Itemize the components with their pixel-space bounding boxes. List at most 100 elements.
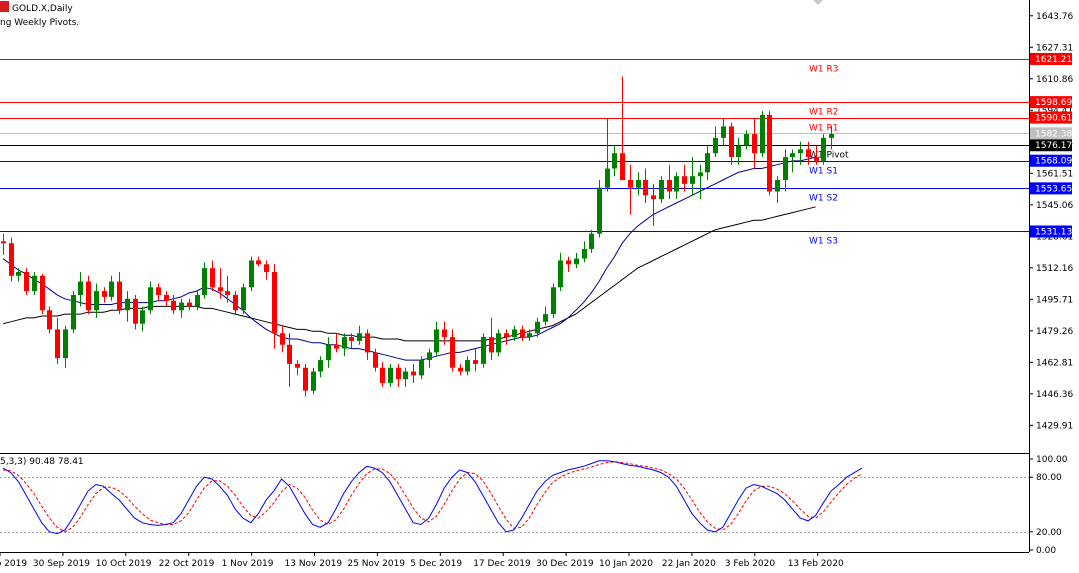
- candle-body: [71, 294, 76, 330]
- osc-tick-label: 100.00: [1036, 455, 1068, 465]
- price-tags: 1621.21 1598.69 1590.61 1576.17 1568.09 1553.…: [1030, 52, 1072, 238]
- candle-body: [117, 281, 122, 311]
- price-tick-label: 1561.51: [1036, 169, 1073, 179]
- candle-body: [78, 281, 83, 295]
- price-tag-label: 1590.61: [1035, 114, 1072, 124]
- sma-fast-line: [2, 156, 816, 361]
- candle-body: [94, 291, 99, 311]
- candle-body: [47, 310, 52, 330]
- candle-body: [411, 371, 416, 376]
- candle-body: [9, 243, 14, 276]
- candle-body: [195, 294, 200, 307]
- pivot-label: W1 R2: [809, 108, 838, 118]
- pivot-label: W1 S3: [809, 237, 838, 247]
- osc-tick-label: 80.00: [1036, 473, 1062, 483]
- candle-body: [233, 294, 238, 311]
- candle-body: [365, 333, 370, 353]
- candle-body: [481, 337, 486, 364]
- candle-body: [218, 287, 223, 292]
- stoch-main-line: [2, 460, 863, 535]
- candle-body: [496, 333, 501, 353]
- candle-body: [690, 176, 695, 184]
- candle-body: [798, 149, 803, 154]
- candle-body: [651, 195, 656, 200]
- candle-body: [272, 271, 277, 334]
- price-tag: [1030, 52, 1072, 65]
- candle-body: [55, 329, 60, 359]
- candle-body: [605, 168, 610, 188]
- current-price-label: 1582.38: [1035, 129, 1072, 139]
- candle-body: [721, 126, 726, 138]
- candle-body: [256, 260, 261, 265]
- price-tag-label: 1621.21: [1035, 55, 1072, 65]
- price-tag-label: 1598.69: [1035, 98, 1072, 108]
- candle-body: [698, 172, 703, 177]
- candle-body: [551, 287, 556, 315]
- time-tick-label: 22 Oct 2019: [159, 559, 215, 569]
- candle-body: [24, 271, 29, 292]
- pivot-label: W1 S2: [809, 194, 838, 204]
- time-tick-label: 20 Sep 2019: [0, 559, 27, 569]
- candle-body: [450, 337, 455, 368]
- price-tick-label: 1594.41: [1036, 106, 1073, 116]
- candle-body: [164, 294, 169, 301]
- pivot-label: W1 Pivot: [809, 151, 849, 161]
- candle-body: [520, 329, 525, 338]
- candle-body: [473, 360, 478, 364]
- candle-body: [806, 149, 811, 158]
- sma-slow-line: [2, 206, 816, 342]
- time-axis-labels: 20 Sep 2019 30 Sep 2019 10 Oct 2019 22 Oct …: [0, 552, 844, 569]
- osc-tick-label: 20.00: [1036, 528, 1062, 538]
- candle-body: [612, 153, 617, 169]
- candle-body: [527, 333, 532, 338]
- symbol-title: GOLD.X,Daily: [12, 4, 73, 14]
- price-panel[interactable]: [0, 0, 1029, 452]
- candle-body: [682, 176, 687, 184]
- shift-marker-icon[interactable]: [813, 0, 823, 5]
- candle-body: [32, 275, 37, 292]
- candle-body: [171, 300, 176, 311]
- price-tag-label: 1531.13: [1035, 227, 1072, 237]
- price-tick-label: 1462.81: [1036, 358, 1073, 368]
- candle-body: [249, 260, 254, 288]
- candle-body: [582, 248, 587, 259]
- candle-body: [775, 180, 780, 192]
- candle-body: [589, 233, 594, 249]
- candle-body: [814, 157, 819, 161]
- candle-body: [287, 344, 292, 364]
- candle-body: [1, 241, 6, 244]
- candle-body: [643, 180, 648, 196]
- candle-body: [821, 137, 826, 161]
- price-tag-label: 1568.09: [1035, 157, 1072, 167]
- price-tick-label: 1446.36: [1036, 390, 1073, 400]
- candle-body: [713, 137, 718, 154]
- time-tick-label: 30 Dec 2019: [536, 559, 594, 569]
- price-tick-label: 1643.76: [1036, 12, 1073, 22]
- time-tick-label: 30 Sep 2019: [33, 559, 90, 569]
- candle-body: [311, 371, 316, 391]
- price-tag-label: 1553.65: [1035, 184, 1072, 194]
- candle-body: [760, 114, 765, 154]
- candle-body: [102, 291, 107, 297]
- price-tick-label: 1495.71: [1036, 295, 1073, 305]
- candle-body: [667, 180, 672, 192]
- candle-body: [388, 367, 393, 384]
- candle-body: [628, 180, 633, 188]
- candle-body: [574, 258, 579, 265]
- candle-body: [705, 153, 710, 173]
- candle-body: [396, 367, 401, 380]
- candle-body: [597, 187, 602, 234]
- candle-body: [326, 344, 331, 361]
- current-price-tag: [1030, 127, 1072, 140]
- price-tag: [1030, 182, 1072, 195]
- pivot-label: W1 S1: [809, 167, 838, 177]
- candle-body: [566, 260, 571, 265]
- candle-body: [458, 367, 463, 372]
- time-tick-label: 5 Dec 2019: [410, 559, 462, 569]
- candle-body: [318, 360, 323, 372]
- candle-body: [752, 134, 757, 154]
- oscillator-panel[interactable]: [0, 455, 1029, 552]
- candle-body: [210, 268, 215, 288]
- price-tag: [1030, 111, 1072, 124]
